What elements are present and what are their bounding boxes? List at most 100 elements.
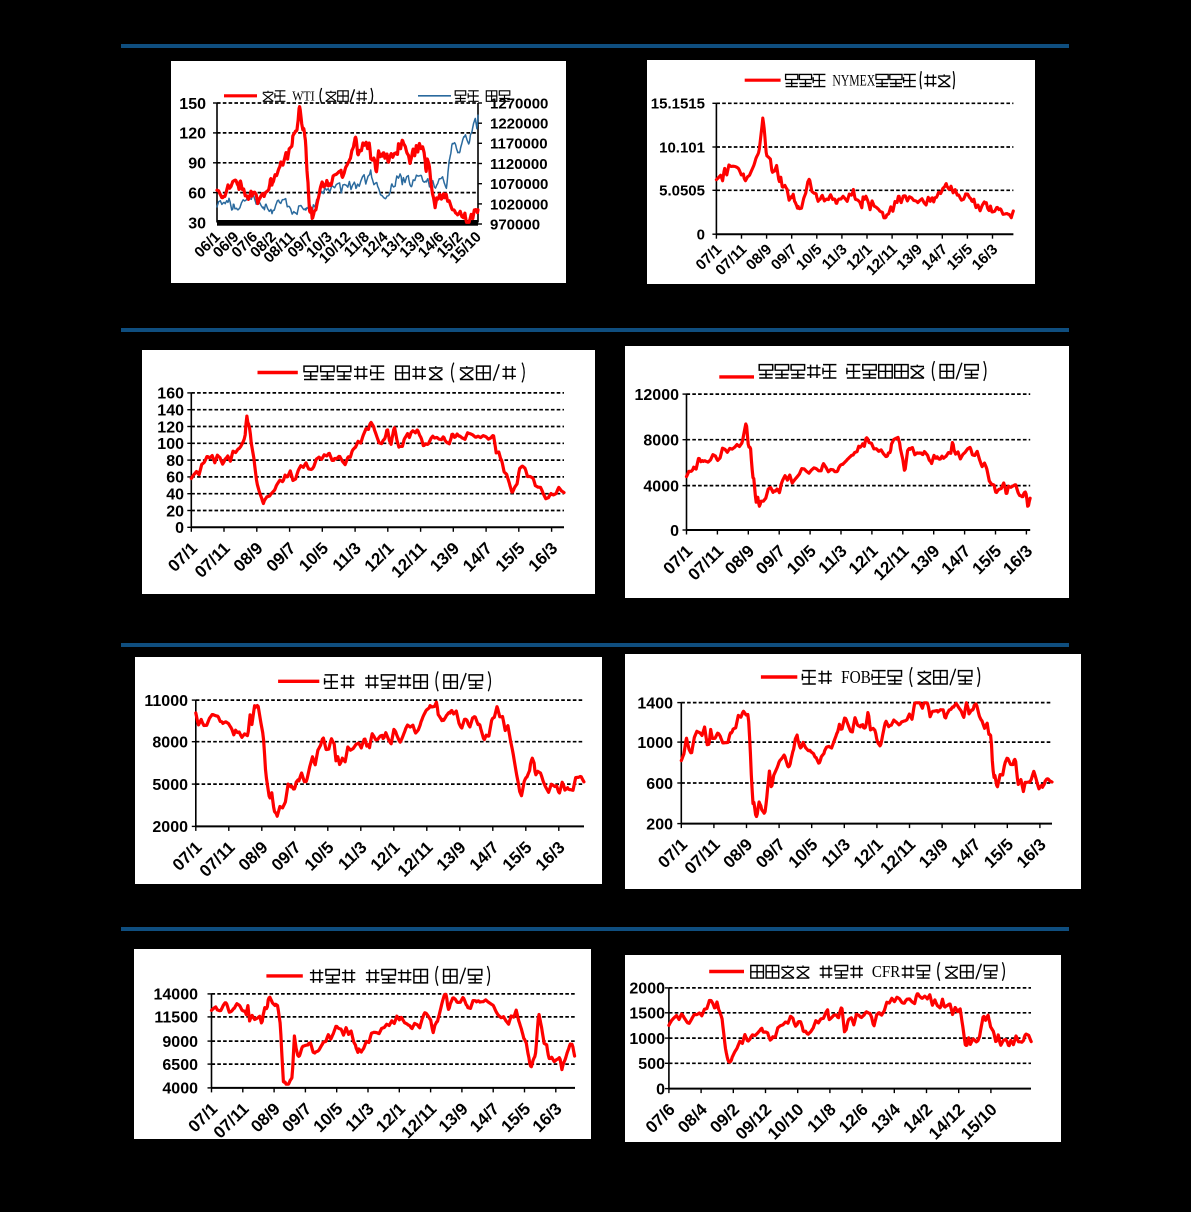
svg-text:5.0505: 5.0505: [659, 183, 705, 200]
svg-text:40: 40: [166, 487, 184, 504]
svg-text:1070000: 1070000: [490, 176, 548, 193]
svg-text:11/3: 11/3: [815, 541, 851, 577]
svg-text:08/9: 08/9: [230, 539, 267, 576]
svg-text:14/7: 14/7: [466, 1099, 503, 1136]
svg-text:14/7: 14/7: [459, 539, 496, 576]
svg-text:10/5: 10/5: [301, 838, 338, 875]
svg-text:07/11: 07/11: [684, 541, 727, 584]
svg-text:11/8: 11/8: [804, 1100, 840, 1136]
svg-text:15/10: 15/10: [957, 1100, 1001, 1142]
svg-text:10/5: 10/5: [295, 539, 332, 576]
svg-text:1170000: 1170000: [490, 136, 548, 153]
svg-text:07/11: 07/11: [191, 539, 234, 582]
svg-text:0: 0: [670, 523, 679, 540]
svg-text:15/5: 15/5: [980, 835, 1017, 872]
svg-text:120: 120: [179, 126, 206, 143]
svg-text:13/9: 13/9: [893, 241, 926, 274]
svg-text:160: 160: [157, 386, 184, 403]
svg-text:16/3: 16/3: [525, 539, 562, 576]
svg-text:100: 100: [157, 436, 184, 453]
svg-text:11/3: 11/3: [818, 835, 854, 871]
svg-text:09/7: 09/7: [752, 541, 789, 578]
svg-text:12/6: 12/6: [835, 1100, 872, 1137]
svg-text:09/7: 09/7: [768, 241, 801, 274]
svg-text:0: 0: [697, 227, 705, 244]
svg-text:12000: 12000: [635, 387, 680, 404]
svg-text:4000: 4000: [643, 478, 679, 495]
svg-text:08/4: 08/4: [674, 1100, 711, 1137]
svg-text:13/9: 13/9: [433, 838, 470, 875]
svg-text:14/7: 14/7: [948, 835, 985, 872]
svg-text:13/9: 13/9: [907, 541, 944, 578]
svg-text:12/11: 12/11: [876, 835, 919, 878]
svg-text:09/7: 09/7: [752, 835, 789, 872]
svg-text:8000: 8000: [643, 433, 679, 450]
svg-text:8000: 8000: [152, 735, 188, 752]
svg-text:10/10: 10/10: [764, 1100, 808, 1142]
svg-text:15/5: 15/5: [499, 838, 536, 875]
svg-text:16/3: 16/3: [529, 1099, 566, 1136]
svg-text:09/7: 09/7: [268, 838, 305, 875]
svg-text:1400: 1400: [637, 695, 673, 712]
svg-text:1000: 1000: [637, 735, 673, 752]
svg-text:15/5: 15/5: [497, 1099, 534, 1136]
svg-text:07/11: 07/11: [210, 1099, 253, 1139]
svg-text:11000: 11000: [144, 693, 188, 710]
svg-text:0: 0: [656, 1081, 665, 1098]
svg-text:1270000: 1270000: [490, 95, 548, 112]
svg-text:08/9: 08/9: [247, 1099, 284, 1136]
svg-text:11/3: 11/3: [819, 241, 851, 273]
svg-text:CFR: CFR: [872, 962, 901, 981]
svg-text:08/9: 08/9: [721, 541, 758, 578]
svg-text:14/7: 14/7: [466, 838, 503, 875]
svg-text:1220000: 1220000: [490, 116, 548, 133]
svg-text:80: 80: [166, 453, 184, 470]
svg-text:13/9: 13/9: [435, 1099, 472, 1136]
svg-text:1020000: 1020000: [490, 196, 548, 213]
svg-text:16/3: 16/3: [1013, 835, 1050, 872]
svg-text:07/6: 07/6: [642, 1100, 679, 1137]
svg-text:12/11: 12/11: [398, 1099, 441, 1139]
svg-text:2000: 2000: [152, 819, 188, 836]
svg-text:NYMEX: NYMEX: [832, 71, 875, 89]
svg-text:10/5: 10/5: [785, 835, 822, 872]
svg-text:14/7: 14/7: [918, 241, 951, 274]
svg-text:10/5: 10/5: [310, 1099, 347, 1136]
svg-text:15.1515: 15.1515: [651, 96, 705, 113]
svg-text:15/5: 15/5: [968, 541, 1005, 578]
svg-text:13/9: 13/9: [426, 539, 463, 576]
svg-text:15/5: 15/5: [944, 241, 977, 274]
svg-text:10/5: 10/5: [783, 541, 820, 578]
svg-text:10.101: 10.101: [659, 139, 705, 156]
svg-text:09/7: 09/7: [278, 1099, 315, 1136]
svg-text:16/3: 16/3: [532, 838, 569, 875]
svg-text:14000: 14000: [154, 987, 199, 1004]
svg-text:90: 90: [188, 156, 206, 173]
svg-text:600: 600: [646, 776, 673, 793]
svg-text:FOB: FOB: [841, 667, 871, 687]
svg-text:15/5: 15/5: [492, 539, 529, 576]
svg-text:1500: 1500: [629, 1006, 665, 1023]
svg-text:120: 120: [157, 419, 184, 436]
svg-text:2000: 2000: [629, 981, 665, 998]
svg-text:09/7: 09/7: [263, 539, 300, 576]
svg-text:WTI: WTI: [292, 89, 315, 104]
svg-text:200: 200: [646, 816, 673, 833]
svg-text:11/3: 11/3: [334, 838, 370, 874]
svg-text:12/11: 12/11: [394, 838, 437, 881]
svg-text:07/11: 07/11: [196, 838, 239, 881]
svg-text:150: 150: [179, 96, 206, 113]
svg-text:60: 60: [188, 185, 206, 202]
svg-text:12/11: 12/11: [388, 539, 431, 582]
svg-text:6500: 6500: [162, 1057, 198, 1074]
svg-text:1120000: 1120000: [490, 156, 548, 173]
svg-text:5000: 5000: [152, 777, 188, 794]
svg-text:4000: 4000: [162, 1081, 198, 1098]
svg-text:14/7: 14/7: [938, 541, 975, 578]
svg-text:1000: 1000: [629, 1031, 665, 1048]
svg-text:500: 500: [638, 1056, 665, 1073]
svg-text:20: 20: [166, 503, 184, 520]
svg-text:12/11: 12/11: [870, 541, 913, 584]
svg-text:11/3: 11/3: [329, 539, 365, 575]
svg-text:13/9: 13/9: [915, 835, 952, 872]
